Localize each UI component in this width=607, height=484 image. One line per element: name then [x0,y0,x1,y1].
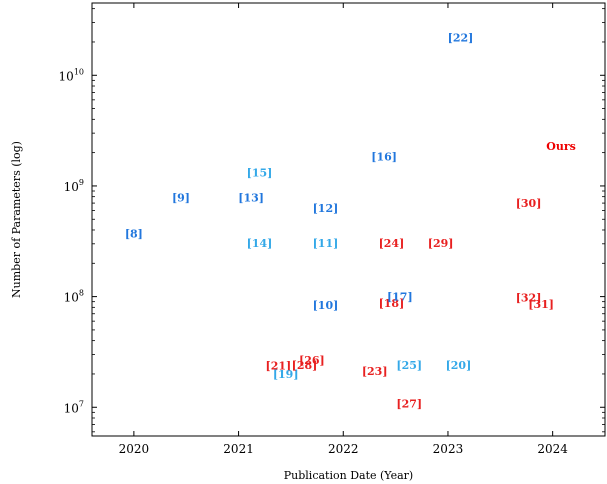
y-tick-label: 109 [64,178,84,194]
data-point-label: [23] [362,365,388,378]
data-point-label: [15] [247,167,273,180]
y-tick-label: 1010 [59,67,84,83]
y-axis: 107 108 109 1010 [59,8,605,433]
data-point-label: [32] [516,292,542,305]
data-point-label: [24] [379,237,405,250]
data-point-label: [31] [528,298,554,311]
data-point-label: [30] [516,197,542,210]
data-point-label: [16] [371,150,397,163]
data-point-label: [21] [265,360,291,373]
data-point-label: [17] [387,291,413,304]
data-point-label: [27] [396,398,422,411]
x-tick-label: 2024 [537,442,568,456]
data-point-label: [10] [313,299,339,312]
y-tick-label: 107 [64,399,84,415]
data-point-label: [25] [396,359,422,372]
data-point-label: [13] [238,191,264,204]
plot-frame [91,2,606,437]
x-axis: 2020 2021 2022 2023 2024 [119,3,568,456]
data-point-label: [14] [247,237,273,250]
data-point-label: [26] [299,354,325,367]
y-axis-title: Number of Parameters (log) [10,141,23,298]
x-tick-label: 2023 [433,442,464,456]
data-point-label: [22] [448,31,474,44]
ours-point-label: Ours [546,140,576,153]
x-tick-label: 2022 [328,442,359,456]
data-point-label: [20] [446,359,472,372]
data-point-label: [28] [292,359,318,372]
data-points: [8] [9] [13] [15] [14] [12] [11] [10] [16] [22] [2… [125,31,576,410]
x-tick-label: 2020 [119,442,150,456]
data-point-label: [11] [313,237,339,250]
data-point-label: [8] [125,228,143,241]
data-point-label: [9] [172,191,190,204]
data-point-label: [19] [273,368,299,381]
plot-border [91,2,606,437]
data-point-label: [18] [379,297,405,310]
data-point-label: [29] [428,237,454,250]
x-axis-title: Publication Date (Year) [284,469,413,482]
x-tick-label: 2021 [223,442,254,456]
y-tick-label: 108 [64,289,84,305]
data-point-label: [12] [313,202,339,215]
